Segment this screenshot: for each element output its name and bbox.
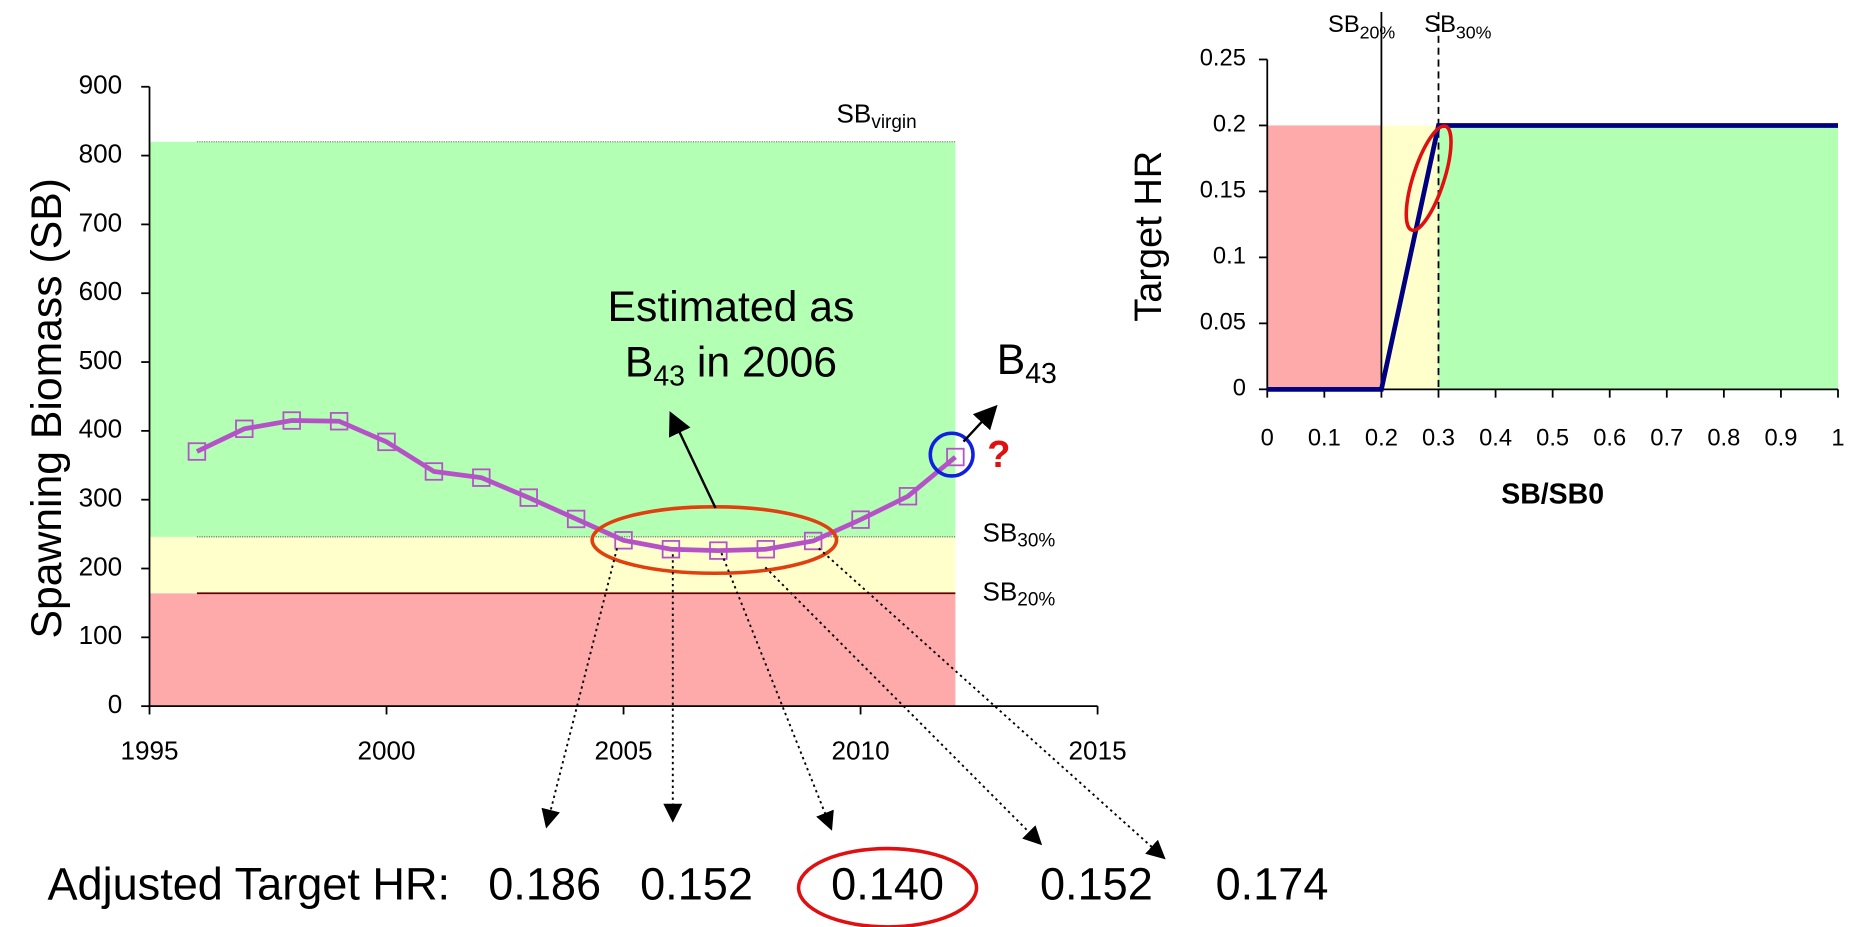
y-tick-label: 700 xyxy=(79,207,123,237)
point-marker xyxy=(614,531,633,550)
point-marker xyxy=(235,419,254,439)
y-tick-label: 0.2 xyxy=(1213,112,1246,138)
x-tick-label: 0.6 xyxy=(1593,425,1626,451)
x-tick-label: 0.3 xyxy=(1422,425,1455,451)
y-tick-label: 0.05 xyxy=(1200,310,1246,336)
point-marker xyxy=(898,487,918,506)
point-marker xyxy=(424,462,444,481)
y-tick-label: 0 xyxy=(108,689,123,719)
y-tick-label: 300 xyxy=(79,483,123,513)
adjusted-value: 0.152 xyxy=(640,859,753,910)
ref-label-main: SB xyxy=(1424,13,1456,39)
series-line xyxy=(195,418,957,553)
annotation: B43 xyxy=(997,337,1057,390)
y-tick-label: 0.25 xyxy=(1200,46,1246,72)
adjusted-values: 0.186 0.152 0.140 0.152 0.174 xyxy=(488,859,1328,910)
point-marker xyxy=(282,411,301,430)
x-tick-label: 0.9 xyxy=(1764,425,1797,451)
y-tick-label: 500 xyxy=(79,345,123,375)
arrow xyxy=(669,411,717,509)
adjusted-value: 0.140 xyxy=(831,859,944,910)
y-tick-label: 900 xyxy=(79,70,123,100)
x-tick-label: 1995 xyxy=(120,735,178,765)
annotation: Estimated as xyxy=(608,283,855,331)
point-marker xyxy=(187,442,207,461)
ref-label: SB30% xyxy=(1424,13,1491,43)
point-marker xyxy=(519,488,538,507)
ref-label-sub: 30% xyxy=(1017,531,1055,552)
x-tick-label: 2010 xyxy=(832,735,890,765)
x-tick-label: 0.5 xyxy=(1536,425,1569,451)
series-line xyxy=(1267,123,1839,392)
x-tick-label: 2000 xyxy=(357,735,415,765)
x-tick-label: 0.8 xyxy=(1707,425,1740,451)
circle xyxy=(928,431,975,478)
zone xyxy=(149,141,956,537)
arrow xyxy=(962,404,998,443)
point-marker xyxy=(329,412,349,431)
ref-label-main: SB xyxy=(1328,13,1360,39)
point-marker xyxy=(803,531,823,551)
x-tick-label: 2005 xyxy=(595,735,653,765)
highlight-ellipse xyxy=(1404,124,1453,233)
point-marker xyxy=(566,509,586,529)
ref-label-sub: 30% xyxy=(1456,22,1492,42)
point-marker xyxy=(851,510,870,529)
ref-label: SB20% xyxy=(1328,13,1395,43)
y-axis-title: Target HR xyxy=(1128,151,1170,322)
ref-label-sub: 20% xyxy=(1360,22,1396,42)
point-marker xyxy=(946,447,965,467)
zone xyxy=(149,593,956,707)
y-tick-label: 0.1 xyxy=(1213,244,1246,270)
x-tick-label: 0.2 xyxy=(1365,425,1398,451)
ref-label: SB20% xyxy=(982,576,1055,610)
ref-label: SBvirgin xyxy=(837,99,917,133)
y-tick-label: 0.15 xyxy=(1200,178,1246,204)
x-tick-label: 1 xyxy=(1831,425,1844,451)
annotations: Estimated as B43 in 2006 B43 ? Adjusted … xyxy=(47,283,1056,909)
ref-label-main: SB xyxy=(837,99,872,129)
plot: SBvirginSB30%SB20%0100200300400500600700… xyxy=(23,12,1845,765)
zone xyxy=(1267,125,1382,390)
ref-label: SB30% xyxy=(982,517,1055,551)
y-tick-label: 100 xyxy=(79,620,123,650)
ref-label-sub: virgin xyxy=(871,112,916,133)
x-tick-label: 0 xyxy=(1261,425,1274,451)
ref-label-sub: 20% xyxy=(1017,589,1055,610)
point-marker xyxy=(661,540,681,559)
annotation: B43 in 2006 xyxy=(625,339,837,392)
point-marker xyxy=(377,432,396,452)
ref-label-main: SB xyxy=(982,517,1017,547)
y-axis-title: Spawning Biomass (SB) xyxy=(23,178,71,638)
y-tick-label: 0 xyxy=(1233,376,1246,402)
x-tick-label: 0.4 xyxy=(1479,425,1512,451)
annotation: ? xyxy=(987,434,1010,476)
adjusted-value: 0.152 xyxy=(1040,859,1153,910)
adjusted-value: 0.174 xyxy=(1216,859,1329,910)
dotted-arrows xyxy=(541,547,1166,860)
adjusted-value: 0.186 xyxy=(488,859,601,910)
point-marker xyxy=(709,541,728,560)
x-tick-label: 2015 xyxy=(1069,735,1127,765)
zone xyxy=(1438,125,1839,390)
x-tick-label: 0.1 xyxy=(1308,425,1341,451)
x-axis-title: SB/SB0 xyxy=(1501,479,1604,511)
x-tick-label: 0.7 xyxy=(1650,425,1683,451)
adjusted-label: Adjusted Target HR: xyxy=(47,859,450,910)
y-tick-label: 600 xyxy=(79,276,123,306)
point-marker xyxy=(756,540,775,559)
zones xyxy=(149,125,1839,707)
point-marker xyxy=(472,468,491,487)
ref-label-main: SB xyxy=(982,576,1017,606)
y-tick-label: 400 xyxy=(79,414,123,444)
y-tick-label: 200 xyxy=(79,551,123,581)
y-tick-label: 800 xyxy=(79,138,123,168)
